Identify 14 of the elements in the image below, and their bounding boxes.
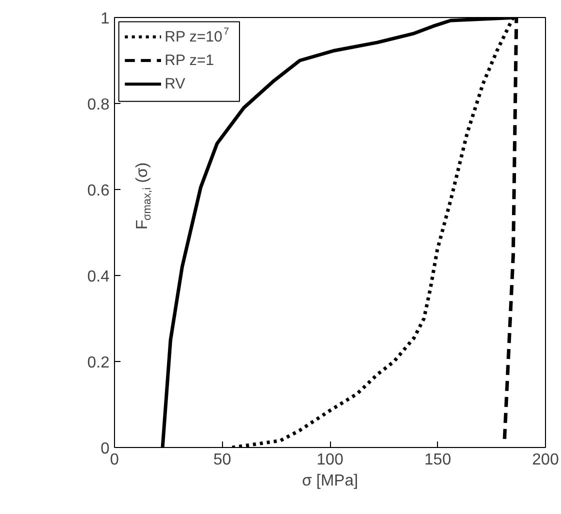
y-tick-label: 0.4 — [87, 268, 110, 286]
y-tick-label: 0.2 — [87, 354, 110, 372]
y-tick-label: 1 — [100, 10, 110, 28]
legend-label: RP z=1 — [164, 52, 214, 69]
legend-label: RV — [164, 76, 186, 93]
x-tick-label: 50 — [213, 452, 232, 468]
y-tick-label: 0 — [100, 440, 110, 458]
x-tick-label: 200 — [532, 452, 559, 468]
y-tick-label: 0.8 — [87, 96, 110, 114]
x-axis-title: σ [MPa] — [302, 472, 358, 490]
x-tick-label: 150 — [424, 452, 452, 468]
x-tick-label: 100 — [316, 452, 344, 468]
y-axis-title: Fσmax,i(σ) — [134, 162, 154, 230]
y-tick-label: 0.6 — [87, 182, 110, 200]
